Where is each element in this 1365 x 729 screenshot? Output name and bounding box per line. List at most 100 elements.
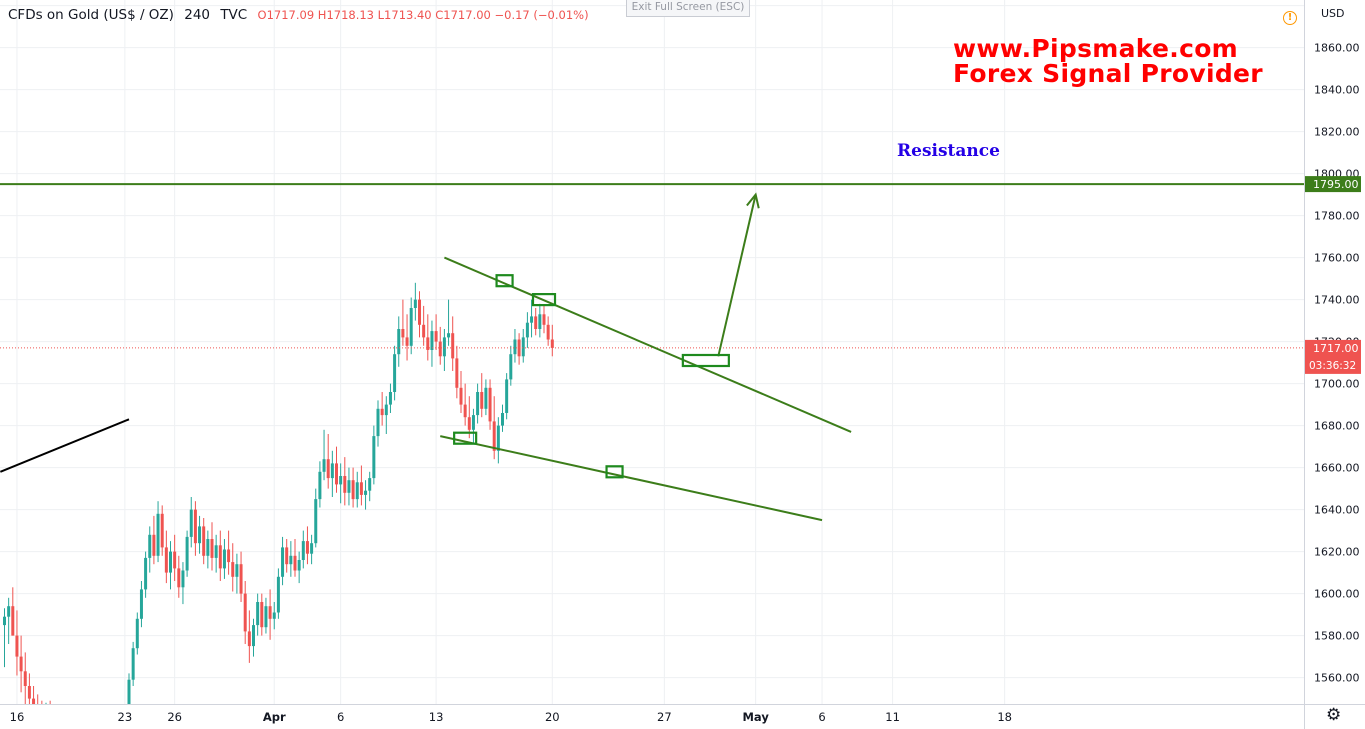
candle-body [177, 568, 181, 588]
candle-body [231, 562, 235, 577]
price-tick-label: 1560.00 [1314, 672, 1360, 685]
candle-body [276, 576, 280, 613]
candle-body [169, 551, 172, 573]
candle-body [218, 545, 222, 569]
arrow-head [746, 192, 760, 209]
candlestick-series [3, 282, 554, 729]
price-tick-label: 1740.00 [1314, 294, 1360, 307]
price-tick-label: 1620.00 [1314, 546, 1360, 559]
symbol-header: CFDs on Gold (US$ / OZ) 240 TVC O1717.09… [8, 7, 589, 23]
alert-icon[interactable]: ! [1283, 11, 1297, 25]
time-axis-bg [0, 704, 1304, 729]
candle-body [355, 482, 359, 500]
interval[interactable]: 240 [184, 7, 211, 23]
candle-body [7, 606, 11, 617]
candle-body [509, 354, 513, 380]
candle-body [388, 392, 392, 405]
candle-body [413, 299, 417, 308]
candle-body [272, 612, 276, 619]
candle-body [198, 526, 202, 544]
candle-body [181, 570, 185, 588]
candle-body [492, 421, 496, 451]
candle-body [521, 337, 525, 357]
candle-body [210, 539, 214, 558]
candle-body [538, 314, 542, 329]
candle-body [501, 413, 504, 426]
candle-body [139, 589, 143, 619]
candle-body [305, 541, 309, 554]
candle-body [185, 536, 189, 571]
candle-body [467, 417, 471, 430]
countdown-label: 03:36:32 [1309, 360, 1356, 372]
candle-body [463, 404, 467, 418]
candle-body [343, 476, 347, 493]
candle-body [451, 333, 455, 359]
swing-marker [531, 293, 557, 307]
lower-channel [440, 435, 823, 522]
price-tick-label: 1640.00 [1314, 504, 1360, 517]
candle-body [384, 404, 388, 416]
candle-body [289, 555, 293, 565]
candle-body [11, 606, 15, 636]
candle-body [314, 499, 318, 544]
candle-body [376, 408, 380, 437]
gear-icon[interactable]: ⚙ [1326, 705, 1342, 724]
chart-grid [0, 0, 1304, 704]
candle-body [293, 555, 297, 571]
candle-body [505, 379, 509, 413]
candle-body [430, 331, 434, 350]
time-tick-label: 26 [167, 710, 182, 724]
candle-body [160, 513, 164, 548]
candle-body [3, 616, 6, 626]
currency-label[interactable]: USD [1321, 7, 1345, 20]
watermark-tagline: Forex Signal Provider [953, 59, 1263, 88]
time-tick-label: 18 [997, 710, 1012, 724]
candle-body [322, 459, 326, 472]
candle-body [227, 549, 231, 563]
candle-body [330, 463, 334, 479]
candle-body [434, 331, 438, 342]
swing-marker [605, 465, 624, 479]
candle-body [550, 339, 554, 348]
candle-body [459, 387, 463, 405]
ohlc-values: O1717.09 H1718.13 L1713.40 C1717.00 −0.1… [257, 8, 589, 22]
candle-body [173, 551, 177, 569]
candle-body [447, 333, 451, 338]
drawing-overlays [0, 183, 1304, 522]
candle-body [193, 509, 197, 544]
candle-body [268, 606, 272, 619]
resistance-annotation: Resistance [897, 141, 1000, 161]
candle-body [442, 337, 446, 357]
price-tick-label: 1860.00 [1314, 42, 1360, 55]
time-tick-label: 16 [10, 710, 25, 724]
last-price-tag [1305, 339, 1361, 374]
candle-body [401, 329, 405, 338]
candle-body [127, 679, 131, 714]
resistance-price-tag [1305, 176, 1361, 193]
time-tick-label: 20 [545, 710, 560, 724]
last-price-label: 1717.00 [1313, 342, 1359, 355]
candle-body [530, 316, 534, 323]
price-tick-label: 1820.00 [1314, 126, 1360, 139]
candle-body [426, 337, 430, 350]
candle-body [206, 539, 210, 556]
candle-body [488, 387, 492, 422]
time-tick-label: 23 [118, 710, 133, 724]
price-tick-label: 1840.00 [1314, 84, 1360, 97]
candle-body [214, 545, 218, 558]
exit-fullscreen-button[interactable]: Exit Full Screen (ESC) [626, 0, 750, 17]
candle-body [135, 618, 139, 649]
candle-body [409, 308, 413, 346]
symbol-name[interactable]: CFDs on Gold (US$ / OZ) [8, 7, 174, 23]
candle-body [318, 471, 322, 500]
time-tick-label: 6 [818, 710, 825, 724]
candle-body [264, 606, 268, 628]
candle-body [438, 341, 442, 357]
candle-body [152, 534, 156, 556]
candle-body [418, 299, 421, 325]
candle-body [23, 671, 27, 686]
price-tick-label: 1680.00 [1314, 420, 1360, 433]
candle-body [480, 392, 484, 409]
candle-body [393, 354, 397, 392]
